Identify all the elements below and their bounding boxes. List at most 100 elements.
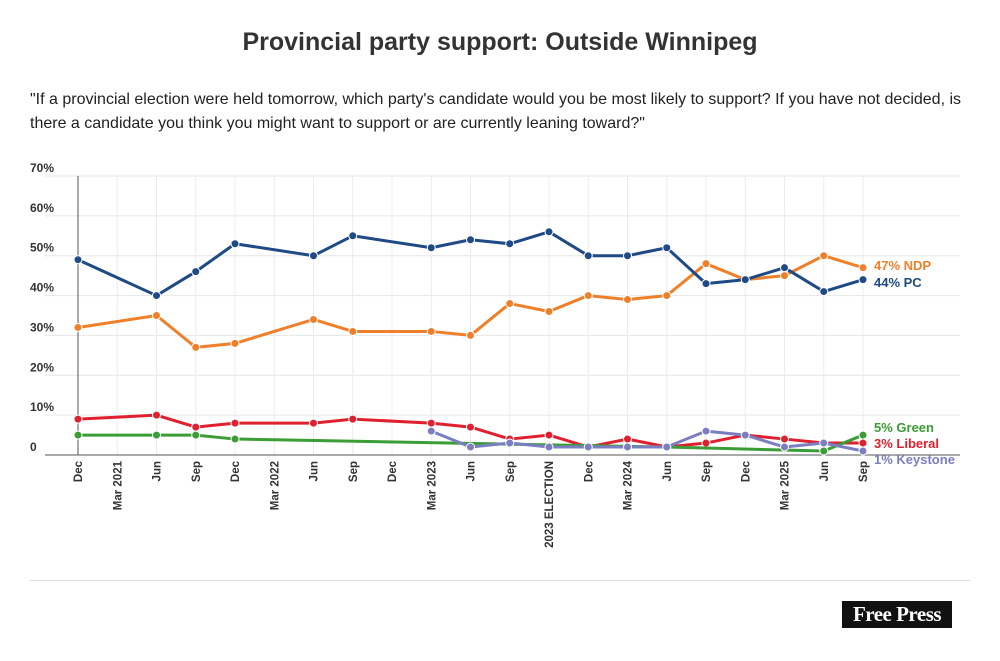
x-tick-label: Jun [662,461,674,481]
data-point-ndp [623,295,632,305]
y-tick-label: 50% [30,241,54,255]
divider [30,580,970,581]
y-tick-label: 0 [30,440,37,454]
x-tick-label: Dec [230,460,242,482]
x-tick-label: Dec [740,460,752,482]
data-point-ndp [348,326,358,336]
data-point-keystone [858,446,868,456]
y-tick-label: 70% [30,161,54,175]
data-point-liberal [348,414,358,424]
x-tick-label: Sep [505,461,517,482]
data-point-green [152,430,161,440]
data-point-keystone [662,442,672,452]
data-point-ndp [780,271,789,281]
data-point-green [858,430,868,440]
x-tick-label: 2023 ELECTION [544,461,556,548]
x-tick-label: Mar 2023 [426,461,438,510]
data-point-liberal [309,418,318,428]
data-point-liberal [73,414,83,424]
data-point-keystone [780,442,789,452]
data-point-liberal [858,438,868,448]
data-point-pc [701,279,711,289]
y-tick-label: 10% [30,400,54,414]
data-point-keystone [701,426,711,436]
data-point-pc [858,275,868,285]
data-point-ndp [309,314,318,324]
series-line-keystone [430,429,864,453]
line-chart: 0 10% 20% 30% 40% 50% 60% 70% Dec Mar 2021 Jun Sep D… [30,161,960,548]
data-point-keystone [583,442,593,452]
x-tick-label: Jun [309,461,321,481]
data-point-keystone [466,442,475,452]
data-point-ndp [505,299,515,309]
data-point-pc [152,291,161,301]
series-end-label-ndp: 47% NDP [874,258,931,273]
data-point-pc [309,251,318,261]
series-end-label-green: 5% Green [874,420,934,435]
data-point-liberal [426,418,436,428]
data-point-liberal [544,430,554,440]
x-tick-label: Dec [73,460,85,482]
data-point-keystone [740,430,750,440]
data-point-ndp [426,326,436,336]
series-end-label-keystone: 1% Keystone [874,452,955,467]
y-tick-label: 20% [30,360,54,374]
data-point-liberal [701,438,711,448]
y-tick-label: 30% [30,320,54,334]
data-point-keystone [623,442,632,452]
series-end-label-liberal: 3% Liberal [874,436,939,451]
data-point-green [819,446,829,456]
chart-title: Provincial party support: Outside Winnip… [242,28,758,56]
y-tick-label: 60% [30,201,54,215]
x-tick-label: Mar 2024 [623,460,635,510]
data-point-ndp [152,311,161,320]
data-point-pc [505,239,515,249]
data-point-pc [819,287,829,297]
x-tick-label: Jun [152,461,164,481]
data-point-green [230,434,240,444]
chart-subtitle: "If a provincial election were held tomo… [30,91,962,132]
y-tick-label: 40% [30,281,54,295]
data-point-pc [348,231,358,241]
x-tick-label: Dec [583,460,595,482]
data-point-liberal [230,418,240,428]
data-point-liberal [191,422,201,432]
data-point-liberal [780,434,789,444]
x-tick-label: Sep [701,461,713,482]
data-point-ndp [73,322,83,332]
data-point-pc [662,243,672,253]
x-tick-label: Mar 2021 [112,460,124,510]
data-point-pc [583,251,593,261]
x-tick-label: Mar 2025 [780,460,792,510]
series-end-label-pc: 44% PC [874,275,922,290]
data-point-ndp [858,263,868,273]
data-point-green [73,430,83,440]
data-point-ndp [583,291,593,301]
x-tick-label: Jun [819,461,831,481]
data-point-pc [426,243,436,253]
data-point-green [191,430,201,440]
data-point-pc [191,267,201,277]
x-tick-label: Dec [387,460,399,482]
data-point-liberal [152,410,161,420]
data-point-ndp [191,342,201,352]
x-tick-label: Sep [348,461,360,482]
data-point-pc [466,235,475,245]
data-point-liberal [623,434,632,444]
series-line-pc [77,230,864,298]
data-point-keystone [505,438,515,448]
x-tick-label: Jun [466,461,478,481]
data-point-ndp [819,251,829,261]
x-tick-label: Sep [191,461,203,482]
data-point-ndp [701,259,711,269]
data-point-ndp [466,330,475,340]
data-point-pc [780,263,789,273]
data-point-pc [230,239,240,249]
data-point-ndp [230,338,240,348]
data-point-keystone [819,438,829,448]
data-point-keystone [544,442,554,452]
x-tick-label: Mar 2022 [269,461,281,510]
data-point-pc [623,251,632,261]
x-tick-label: Sep [858,461,870,482]
data-point-ndp [544,307,554,317]
